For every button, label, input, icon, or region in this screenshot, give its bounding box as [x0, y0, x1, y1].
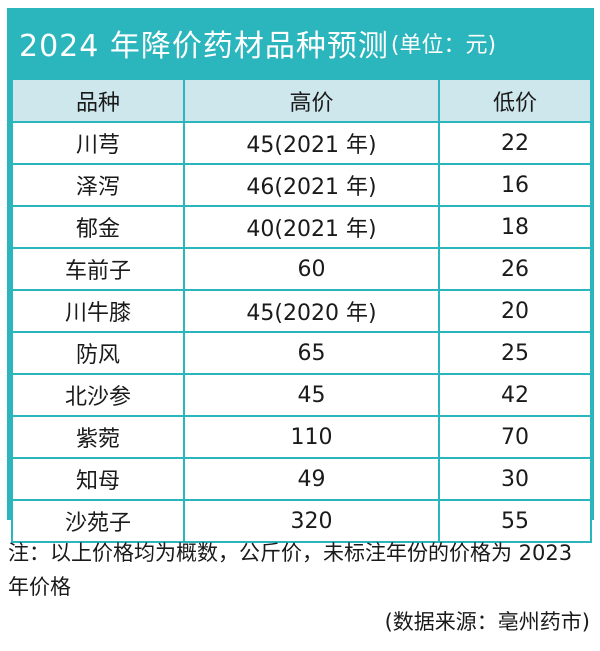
cell-high-price: 65 — [183, 331, 440, 375]
cell-name: 北沙参 — [11, 373, 185, 417]
cell-name: 郁金 — [11, 205, 185, 249]
cell-name: 知母 — [11, 457, 185, 501]
cell-low-price: 42 — [438, 373, 592, 417]
cell-name: 紫菀 — [11, 415, 185, 459]
cell-name: 川牛膝 — [11, 289, 185, 333]
cell-low-price: 25 — [438, 331, 592, 375]
cell-low-price: 26 — [438, 247, 592, 291]
cell-low-price: 55 — [438, 499, 592, 543]
table-row: 知母 49 30 — [11, 457, 592, 501]
header-name: 品种 — [11, 78, 185, 123]
cell-high-price: 60 — [183, 247, 440, 291]
cell-high-price: 45 — [183, 373, 440, 417]
cell-name: 防风 — [11, 331, 185, 375]
table-row: 北沙参 45 42 — [11, 373, 592, 417]
header-row: 品种 高价 低价 — [11, 78, 592, 123]
cell-low-price: 18 — [438, 205, 592, 249]
unit-label: (单位：元) — [390, 33, 497, 58]
table-row: 川芎 45(2021 年) 22 — [11, 121, 592, 165]
header-low-price: 低价 — [438, 78, 592, 123]
cell-low-price: 22 — [438, 121, 592, 165]
table-row: 紫菀 110 70 — [11, 415, 592, 459]
cell-name: 川芎 — [11, 121, 185, 165]
cell-high-price: 49 — [183, 457, 440, 501]
table-row: 泽泻 46(2021 年) 16 — [11, 163, 592, 207]
table-row: 防风 65 25 — [11, 331, 592, 375]
cell-low-price: 16 — [438, 163, 592, 207]
cell-low-price: 30 — [438, 457, 592, 501]
cell-high-price: 40(2021 年) — [183, 205, 440, 249]
footnote: 注：以上价格均为概数，公斤价，未标注年份的价格为 2023 年价格 — [8, 541, 573, 599]
table-row: 川牛膝 45(2020 年) 20 — [11, 289, 592, 333]
table-title: 2024 年降价药材品种预测 — [19, 29, 389, 64]
cell-high-price: 110 — [183, 415, 440, 459]
price-table: 品种 高价 低价 川芎 45(2021 年) 22 泽泻 46(2021 年) … — [11, 78, 592, 543]
data-source: (数据来源：亳州药市) — [384, 610, 590, 634]
cell-high-price: 320 — [183, 499, 440, 543]
cell-high-price: 46(2021 年) — [183, 163, 440, 207]
table-frame: 2024 年降价药材品种预测 (单位：元) 品种 高价 低价 川芎 45(202… — [7, 8, 594, 543]
cell-name: 沙苑子 — [11, 499, 185, 543]
table-row: 车前子 60 26 — [11, 247, 592, 291]
cell-low-price: 20 — [438, 289, 592, 333]
table-row: 沙苑子 320 55 — [11, 499, 592, 543]
cell-name: 泽泻 — [11, 163, 185, 207]
header-high-price: 高价 — [183, 78, 440, 123]
cell-low-price: 70 — [438, 415, 592, 459]
table-row: 郁金 40(2021 年) 18 — [11, 205, 592, 249]
cell-high-price: 45(2021 年) — [183, 121, 440, 165]
cell-name: 车前子 — [11, 247, 185, 291]
cell-high-price: 45(2020 年) — [183, 289, 440, 333]
title-bar: 2024 年降价药材品种预测 (单位：元) — [7, 8, 594, 78]
